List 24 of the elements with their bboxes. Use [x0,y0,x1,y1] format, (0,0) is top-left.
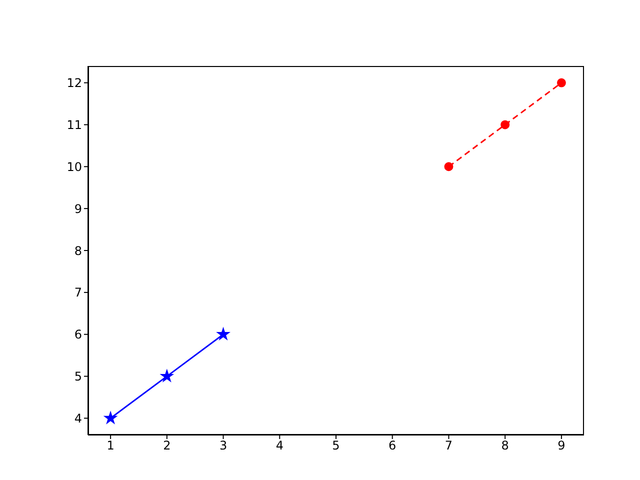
x-tick-label: 3 [219,438,228,453]
y-tick-label: 11 [66,118,82,132]
y-tick-label: 6 [74,328,82,342]
y-tick-label: 9 [74,202,82,216]
x-tick-label: 2 [163,438,171,453]
y-tick-label: 5 [74,370,82,384]
y-tick-label: 12 [66,76,82,90]
x-tick-label: 9 [558,438,566,453]
point [556,78,566,88]
point [500,120,510,130]
x-tick-label: 1 [106,438,114,453]
x-tick-label: 4 [276,438,284,453]
x-tick-label: 7 [444,438,453,453]
y-tick-label: 4 [74,411,82,426]
y-tick-label: 7 [74,286,82,300]
point [160,370,174,382]
y-tick-label: 8 [74,244,82,258]
point [444,162,454,172]
x-tick-label: 5 [332,438,340,453]
x-tick-label: 6 [388,438,396,453]
x-tick-label: 8 [501,438,509,453]
point [217,328,230,340]
point [104,412,117,424]
y-tick-label: 10 [66,160,82,174]
